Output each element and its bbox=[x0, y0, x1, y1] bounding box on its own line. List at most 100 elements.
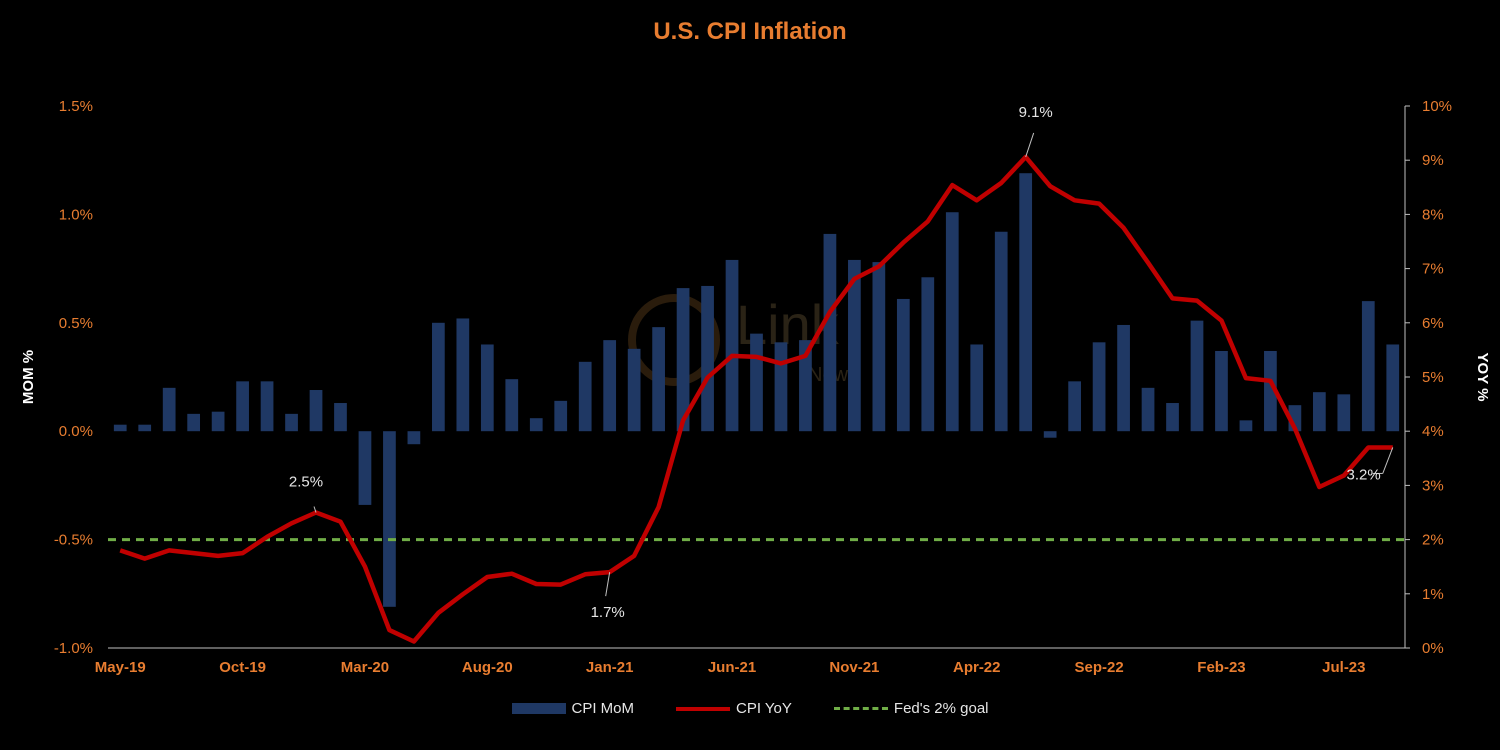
y-right-tick-label: 9% bbox=[1422, 152, 1444, 169]
mom-bar bbox=[1337, 394, 1351, 432]
mom-bar bbox=[848, 259, 861, 432]
annotation-leader bbox=[1382, 447, 1394, 474]
legend-swatch-bar bbox=[511, 703, 566, 714]
watermark-circle-icon bbox=[628, 294, 720, 386]
mom-bar bbox=[945, 212, 959, 432]
x-tick-label: Jan-21 bbox=[586, 659, 634, 676]
y-left-tick-label: 1.0% bbox=[59, 206, 93, 223]
x-tick-label: Mar-20 bbox=[341, 659, 389, 676]
mom-bar bbox=[1019, 173, 1033, 432]
annotation-label: 3.2% bbox=[1347, 466, 1381, 483]
mom-bar bbox=[774, 342, 788, 432]
y-right-tick-label: 7% bbox=[1422, 261, 1444, 278]
annotation-label: 1.7% bbox=[591, 604, 625, 621]
mom-bar bbox=[480, 344, 494, 432]
mom-bar bbox=[211, 411, 225, 432]
mom-bar bbox=[823, 233, 837, 432]
mom-bar bbox=[407, 431, 421, 445]
y-left-tick-label: 0.5% bbox=[59, 315, 93, 332]
chart-title: U.S. CPI Inflation bbox=[653, 18, 847, 45]
annotation-label: 2.5% bbox=[289, 474, 323, 491]
mom-bar bbox=[432, 322, 445, 432]
y-right-tick-label: 1% bbox=[1422, 586, 1444, 603]
mom-bar bbox=[505, 379, 519, 432]
y-right-tick-label: 10% bbox=[1422, 98, 1452, 115]
y-right-tick-label: 2% bbox=[1422, 532, 1444, 549]
legend-label-goal: Fed's 2% goal bbox=[893, 700, 989, 717]
mom-bar bbox=[383, 431, 396, 607]
mom-bar bbox=[627, 348, 641, 432]
x-tick-label: Jul-23 bbox=[1322, 659, 1365, 676]
mom-bar bbox=[676, 288, 690, 432]
annotation-leader bbox=[313, 506, 317, 513]
x-tick-label: Apr-22 bbox=[953, 659, 1001, 676]
legend-swatch-dash bbox=[833, 707, 888, 710]
mom-bar bbox=[701, 285, 714, 432]
mom-bar bbox=[1215, 350, 1228, 432]
mom-bar bbox=[603, 340, 617, 432]
y-left-tick-label: 0.0% bbox=[59, 423, 93, 440]
mom-bar bbox=[187, 413, 201, 432]
mom-bar bbox=[138, 424, 152, 432]
y-right-tick-label: 5% bbox=[1422, 369, 1444, 386]
mom-bar bbox=[285, 413, 298, 432]
mom-bar bbox=[1117, 324, 1130, 432]
mom-bar bbox=[725, 259, 739, 432]
y-left-tick-label: 1.5% bbox=[59, 98, 93, 115]
mom-bar bbox=[896, 298, 910, 432]
x-tick-label: May-19 bbox=[95, 659, 146, 676]
mom-bar bbox=[1361, 301, 1375, 432]
mom-bar bbox=[309, 390, 323, 432]
x-tick-label: Oct-19 bbox=[219, 659, 266, 676]
mom-bar bbox=[921, 277, 935, 432]
yoy-line bbox=[119, 154, 1393, 644]
mom-bar bbox=[1239, 420, 1253, 432]
y-right-tick-label: 8% bbox=[1422, 206, 1444, 223]
mom-bar bbox=[1092, 342, 1106, 432]
x-tick-label: Feb-23 bbox=[1197, 659, 1245, 676]
legend-item-yoy: CPI YoY bbox=[676, 700, 792, 717]
mom-bar bbox=[162, 387, 176, 432]
mom-bar bbox=[554, 400, 568, 432]
mom-bar bbox=[1043, 431, 1057, 438]
legend-label-mom: CPI MoM bbox=[571, 700, 635, 717]
y-right-tick-label: 4% bbox=[1422, 423, 1444, 440]
legend-label-yoy: CPI YoY bbox=[736, 700, 792, 717]
mom-bar bbox=[1190, 320, 1204, 432]
mom-bar bbox=[334, 403, 347, 432]
mom-bar bbox=[1386, 344, 1400, 432]
x-tick-label: Jun-21 bbox=[708, 659, 756, 676]
mom-bar bbox=[113, 424, 127, 432]
legend-swatch-line bbox=[676, 706, 731, 711]
mom-bar bbox=[260, 381, 274, 432]
mom-bar bbox=[1312, 392, 1326, 432]
y-right-tick-label: 0% bbox=[1422, 640, 1444, 657]
mom-bar bbox=[652, 327, 665, 432]
y-right-axis-title: YOY % bbox=[1474, 353, 1491, 402]
y-right-tick-label: 6% bbox=[1422, 315, 1444, 332]
mom-bar bbox=[994, 231, 1008, 432]
mom-bar bbox=[799, 340, 812, 432]
mom-bar bbox=[1264, 350, 1277, 432]
annotation-leader bbox=[1025, 132, 1035, 158]
mom-bar bbox=[358, 431, 372, 505]
legend-item-goal: Fed's 2% goal bbox=[833, 700, 989, 717]
annotation-leader bbox=[605, 572, 611, 597]
annotation-label: 9.1% bbox=[1019, 104, 1053, 121]
y-left-tick-label: -1.0% bbox=[54, 640, 93, 657]
x-tick-label: Aug-20 bbox=[462, 659, 513, 676]
mom-bar bbox=[529, 418, 543, 432]
legend-item-mom: CPI MoM bbox=[511, 700, 635, 717]
y-left-axis-title: MOM % bbox=[20, 350, 37, 404]
mom-bar bbox=[456, 318, 470, 432]
mom-bar bbox=[236, 381, 249, 432]
mom-bar bbox=[970, 344, 984, 432]
mom-bar bbox=[1166, 403, 1179, 432]
x-tick-label: Sep-22 bbox=[1075, 659, 1124, 676]
mom-bar bbox=[1141, 387, 1155, 432]
mom-bar bbox=[872, 262, 886, 432]
mom-bar bbox=[578, 361, 592, 432]
y-right-tick-label: 3% bbox=[1422, 477, 1444, 494]
